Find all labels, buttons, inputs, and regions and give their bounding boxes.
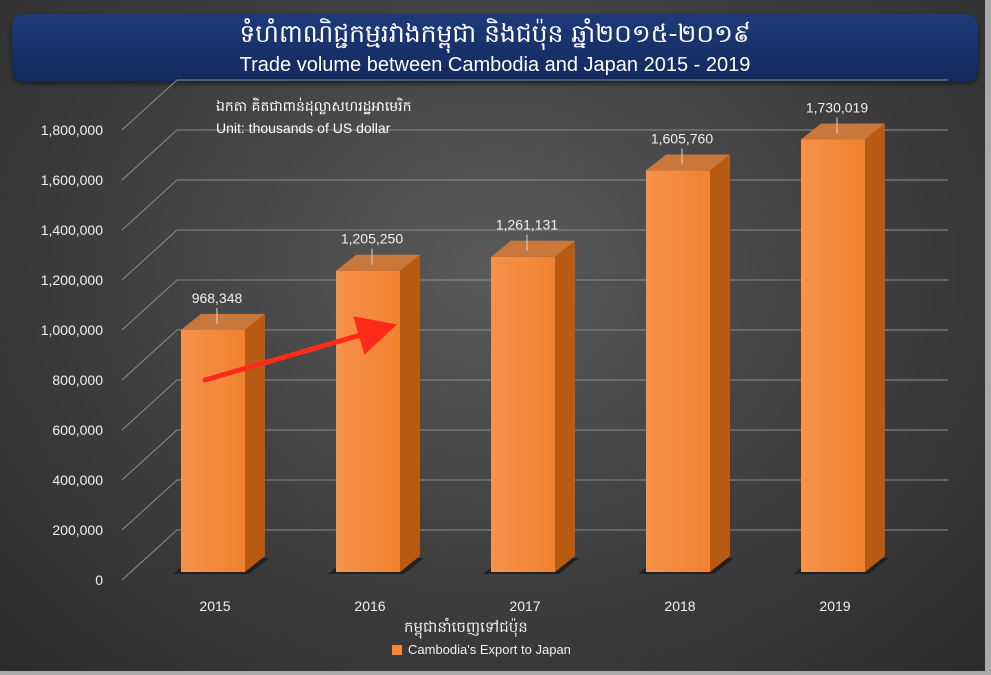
- bar: [336, 270, 400, 572]
- bar: [181, 329, 245, 572]
- bar-side: [865, 123, 885, 573]
- x-tick-label: 2016: [354, 598, 385, 614]
- bar-top: [181, 313, 265, 330]
- bar-side: [245, 313, 265, 572]
- data-label: 1,605,760: [651, 131, 713, 147]
- x-tick-label: 2015: [199, 598, 230, 614]
- data-label: 1,205,250: [341, 231, 403, 247]
- y-tick-label: 1,200,000: [41, 272, 103, 288]
- gridline-diagonal: [121, 279, 178, 331]
- gridline-diagonal: [121, 429, 178, 481]
- y-tick-label: 1,400,000: [41, 222, 103, 238]
- x-tick-label: 2019: [819, 598, 850, 614]
- y-tick-label: 400,000: [52, 472, 103, 488]
- bar-series: [173, 123, 889, 574]
- unit-note-english: Unit: thousands of US dollar: [216, 120, 391, 136]
- bar-top: [646, 154, 730, 171]
- legend-series-label: Cambodia's Export to Japan: [408, 642, 571, 657]
- bar-top: [801, 123, 885, 140]
- y-tick-label: 0: [95, 572, 103, 588]
- legend-item: Cambodia's Export to Japan: [392, 642, 571, 657]
- chart-title-khmer: ទំហំពាណិជ្ជកម្មរវាងកម្ពុជា និងជប៉ុន ឆ្នា…: [239, 19, 751, 48]
- x-tick-label: 2017: [509, 598, 540, 614]
- chart-title-english: Trade volume between Cambodia and Japan …: [239, 54, 751, 76]
- gridline-diagonal: [121, 529, 178, 581]
- legend-swatch: [392, 645, 402, 655]
- data-labels: 968,348 1,205,250 1,261,131 1,605,760 1,730,…: [192, 99, 868, 324]
- bar-side: [400, 254, 420, 572]
- trend-arrow-icon: [202, 316, 398, 383]
- bar: [646, 170, 710, 572]
- gridline-diagonal: [121, 79, 178, 131]
- unit-note-khmer: ឯកតា គិតជាពាន់ដុល្លាសហរដ្ឋអាមេរិក: [216, 97, 412, 116]
- title-banner: ទំហំពាណិជ្ជកម្មរវាងកម្ពុជា និងជប៉ុន ឆ្នា…: [12, 14, 978, 82]
- data-label: 1,730,019: [806, 99, 868, 115]
- x-tick-label: 2018: [664, 598, 695, 614]
- data-label: 968,348: [192, 290, 243, 306]
- data-label: 1,261,131: [496, 217, 558, 233]
- legend-title-khmer: កម្ពុជានាំចេញទៅជប៉ុន: [404, 618, 528, 636]
- y-tick-label: 600,000: [52, 422, 103, 438]
- gridline-diagonal: [121, 179, 178, 231]
- y-tick-label: 1,800,000: [41, 122, 103, 138]
- x-axis-tick-labels: 2015 2016 2017 2018 2019: [199, 598, 850, 614]
- y-tick-label: 1,000,000: [41, 322, 103, 338]
- bar: [491, 256, 555, 572]
- bar-side: [710, 154, 730, 572]
- gridline-diagonal: [121, 379, 178, 431]
- bar: [801, 139, 865, 573]
- bar-side: [555, 240, 575, 572]
- y-tick-label: 1,600,000: [41, 172, 103, 188]
- y-tick-label: 200,000: [52, 522, 103, 538]
- gridline-diagonal: [121, 329, 178, 381]
- gridline-diagonal: [121, 229, 178, 281]
- gridline-diagonal: [121, 129, 178, 181]
- gridline-diagonal: [121, 479, 178, 531]
- y-tick-label: 800,000: [52, 372, 103, 388]
- y-axis-tick-labels: 0 200,000 400,000 600,000 800,000 1,000,000 1,…: [41, 122, 104, 588]
- bar-top: [491, 240, 575, 257]
- bar-top: [336, 254, 420, 271]
